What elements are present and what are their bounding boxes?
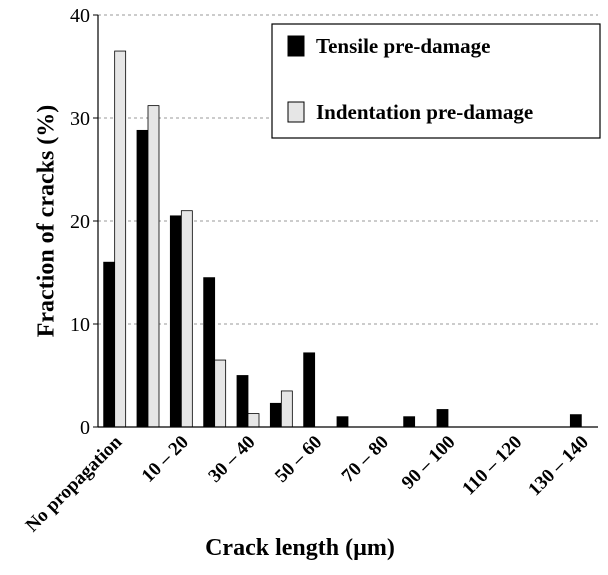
x-tick-label: No propagation <box>22 431 127 536</box>
bar <box>214 359 227 428</box>
bar <box>403 416 416 428</box>
bar <box>236 375 249 428</box>
x-axis-label: Crack length (µm) <box>205 535 395 561</box>
legend-swatch <box>287 35 305 57</box>
bar <box>436 409 449 428</box>
y-tick-label: 0 <box>80 417 90 439</box>
bar <box>336 416 349 428</box>
legend-label: Tensile pre-damage <box>316 34 490 58</box>
bar <box>303 352 316 428</box>
x-tick-label: 10 – 20 <box>138 432 193 487</box>
x-tick-label: 90 – 100 <box>398 432 460 494</box>
legend-box <box>271 23 601 139</box>
bar <box>147 105 160 428</box>
bar <box>180 210 193 428</box>
x-tick-label: 110 – 120 <box>458 432 526 500</box>
bar <box>169 215 182 428</box>
bar <box>569 414 582 428</box>
bar <box>114 50 127 428</box>
bar <box>280 390 293 428</box>
y-tick-label: 40 <box>70 5 90 27</box>
y-tick-label: 30 <box>70 108 90 130</box>
bar <box>247 413 260 428</box>
legend-swatch <box>287 101 305 123</box>
x-tick-label: 30 – 40 <box>204 432 259 487</box>
y-tick-label: 20 <box>70 211 90 233</box>
bar <box>203 277 216 428</box>
legend-label: Indentation pre-damage <box>316 100 533 124</box>
x-tick-label: 70 – 80 <box>338 432 393 487</box>
x-tick-label: 130 – 140 <box>524 432 593 501</box>
y-tick-label: 10 <box>70 314 90 336</box>
y-axis-label: Fraction of cracks (%) <box>34 105 60 338</box>
x-tick-label: 50 – 60 <box>271 432 326 487</box>
bar <box>269 402 282 428</box>
bar <box>103 261 116 428</box>
bar <box>136 129 149 428</box>
